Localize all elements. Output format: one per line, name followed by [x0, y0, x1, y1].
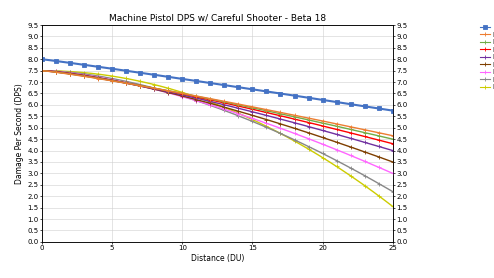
Y-axis label: Damage Per Second (DPS): Damage Per Second (DPS) [15, 83, 25, 184]
Title: Machine Pistol DPS w/ Careful Shooter - Beta 18: Machine Pistol DPS w/ Careful Shooter - … [109, 14, 326, 23]
X-axis label: Distance (DU): Distance (DU) [191, 254, 244, 263]
Legend: Baseline, Level 20, Level 18, Level 16, Level 12, Level 9, Level 6, Level 3, Lev: Baseline, Level 20, Level 18, Level 16, … [480, 24, 494, 90]
